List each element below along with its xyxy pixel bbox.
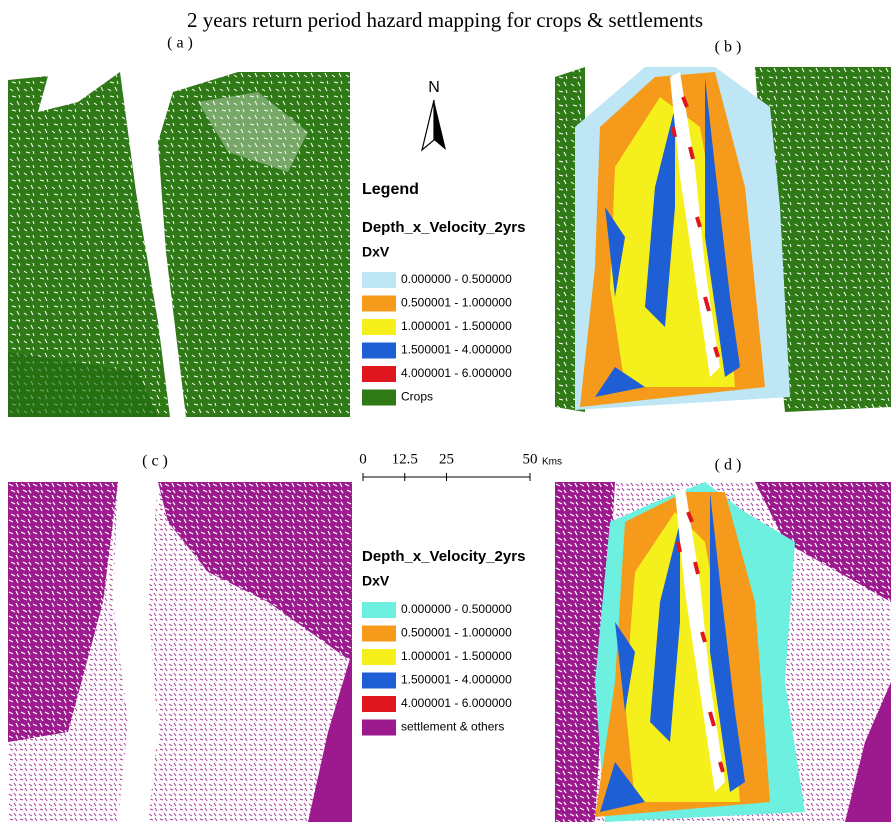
legend-label: 4.000001 - 6.000000 bbox=[401, 696, 512, 710]
panel-label: ( d ) bbox=[715, 457, 742, 474]
north-label: N bbox=[428, 79, 440, 96]
figure: 2 years return period hazard mapping for… bbox=[0, 0, 891, 823]
legend: 0.000000 - 0.500000 0.500001 - 1.000000 1.… bbox=[362, 272, 512, 406]
legend-swatch bbox=[362, 696, 396, 712]
legend-layer: Depth_x_Velocity_2yrs bbox=[362, 219, 525, 236]
north-arrow: N bbox=[422, 79, 446, 150]
legend-swatch bbox=[362, 626, 396, 642]
figure-title: 2 years return period hazard mapping for… bbox=[187, 8, 703, 32]
panel-label: ( b ) bbox=[715, 39, 742, 56]
scale-bar: 0 12.5 25 50 Kms bbox=[359, 451, 562, 481]
page: 2 years return period hazard mapping for… bbox=[0, 0, 891, 823]
legend-label: settlement & others bbox=[401, 720, 504, 734]
scale-label: 12.5 bbox=[392, 451, 418, 467]
legend-layer: Depth_x_Velocity_2yrs bbox=[362, 548, 525, 565]
panel-label: ( a ) bbox=[167, 35, 193, 52]
legend-swatch bbox=[362, 390, 396, 406]
legend-swatch bbox=[362, 649, 396, 665]
legend-label: 1.000001 - 1.500000 bbox=[401, 319, 512, 333]
legend-swatch bbox=[362, 343, 396, 359]
legend-field: DxV bbox=[362, 244, 390, 260]
map-settlement bbox=[8, 482, 352, 822]
legend-label: 1.500001 - 4.000000 bbox=[401, 343, 512, 357]
legend-swatch bbox=[362, 720, 396, 736]
legend-label: 0.000000 - 0.500000 bbox=[401, 272, 512, 286]
scale-label: 50 bbox=[523, 451, 538, 467]
legend-label: 0.500001 - 1.000000 bbox=[401, 626, 512, 640]
legend-label: 4.000001 - 6.000000 bbox=[401, 366, 512, 380]
legend-label: Crops bbox=[401, 390, 433, 404]
legend-swatch bbox=[362, 296, 396, 312]
legend-swatch bbox=[362, 602, 396, 618]
scale-label: 0 bbox=[359, 451, 367, 467]
legend-label: 1.000001 - 1.500000 bbox=[401, 649, 512, 663]
legend: 0.000000 - 0.500000 0.500001 - 1.000000 1.… bbox=[362, 602, 512, 736]
map-crops bbox=[8, 72, 350, 417]
legend-swatch bbox=[362, 366, 396, 382]
legend-swatch bbox=[362, 272, 396, 288]
legend-swatch bbox=[362, 319, 396, 335]
legend-field: DxV bbox=[362, 573, 390, 589]
legend-label: 1.500001 - 4.000000 bbox=[401, 673, 512, 687]
scale-unit: Kms bbox=[542, 457, 562, 468]
legend-heading: Legend bbox=[362, 181, 419, 198]
panel-label: ( c ) bbox=[142, 453, 168, 470]
legend-label: 0.500001 - 1.000000 bbox=[401, 296, 512, 310]
legend-swatch bbox=[362, 673, 396, 689]
scale-label: 25 bbox=[439, 451, 454, 467]
map-settlement-hazard bbox=[555, 482, 891, 822]
legend-label: 0.000000 - 0.500000 bbox=[401, 602, 512, 616]
map-crops-hazard bbox=[555, 67, 891, 412]
